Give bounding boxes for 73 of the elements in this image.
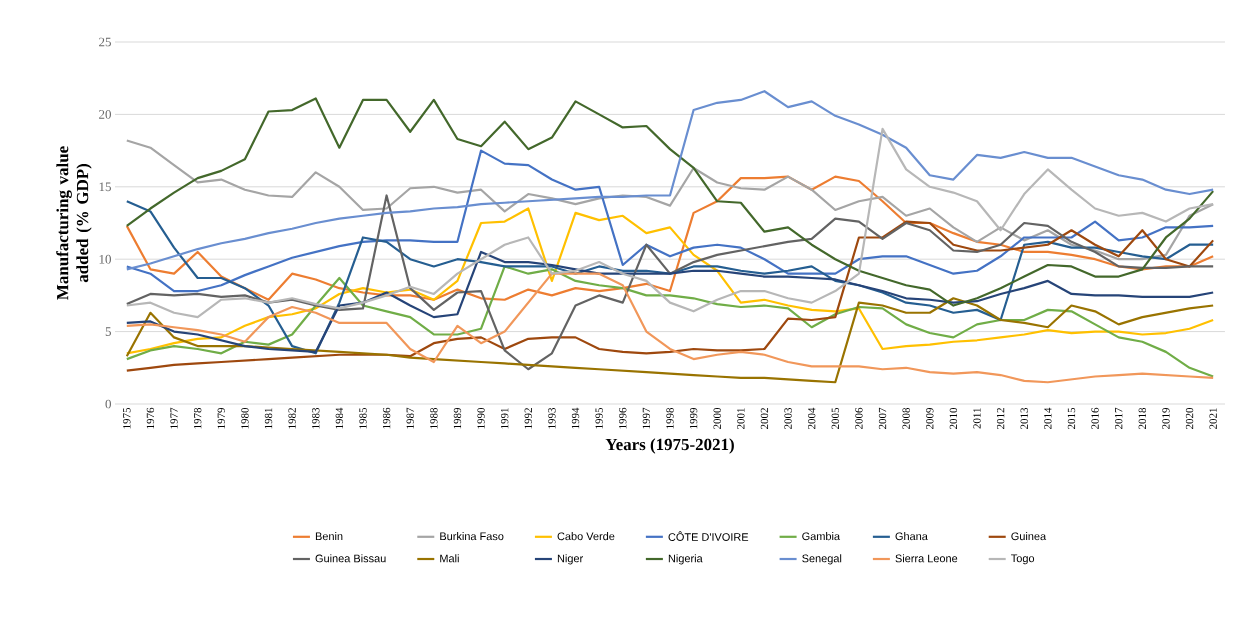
x-tick-label: 1998 [666, 407, 674, 429]
line-series [125, 97, 1215, 307]
x-tick-label: 1983 [312, 407, 320, 429]
x-tick-label: 2019 [1162, 407, 1170, 429]
x-tick-label: 1993 [548, 407, 556, 429]
x-tick-label: 1976 [146, 407, 155, 429]
x-tick-label: 1985 [359, 407, 367, 429]
x-tick-label: 2011 [973, 408, 981, 429]
x-tick-label: 2014 [1044, 407, 1052, 429]
x-tick-label: 2009 [926, 407, 934, 429]
x-tick-label: 1989 [453, 407, 462, 429]
x-tick-label: 1984 [335, 407, 344, 429]
x-tick-label: 1979 [217, 407, 225, 429]
x-tick-label: 2018 [1138, 407, 1147, 429]
legend-label: Senegal [802, 554, 842, 565]
x-tick-label: 2010 [949, 407, 958, 429]
x-tick-label: 2004 [807, 407, 816, 429]
x-tick-label: 1995 [595, 407, 603, 429]
y-tick-label: 15 [99, 182, 111, 192]
x-tick-label: 1978 [193, 407, 202, 429]
x-tick-label: 2008 [902, 407, 910, 429]
legend-label: Sierra Leone [895, 554, 958, 563]
legend-label: Cabo Verde [557, 532, 615, 541]
x-tick-label: 1975 [123, 407, 131, 429]
x-tick-label: 1981 [264, 408, 273, 429]
y-tick-label: 10 [99, 254, 111, 264]
x-tick-label: 2003 [784, 407, 792, 429]
line-series [125, 175, 1215, 301]
x-tick-label: 1990 [477, 407, 485, 429]
legend-label: Ghana [895, 532, 928, 541]
x-axis-title: Years (1975-2021) [605, 438, 734, 454]
x-tick-label: 1986 [382, 407, 391, 429]
x-tick-label: 2006 [855, 407, 863, 429]
x-tick-label: 2020 [1185, 407, 1194, 429]
legend-label: Benin [315, 532, 343, 541]
y-tick-label: 20 [99, 110, 111, 119]
x-tick-label: 1992 [524, 408, 532, 429]
legend-label: Niger [557, 554, 584, 565]
line-series [125, 127, 1215, 319]
x-tick-label: 1991 [500, 408, 509, 429]
x-tick-label: 1994 [571, 407, 580, 429]
x-tick-label: 2001 [737, 408, 745, 429]
x-tick-label: 2012 [996, 408, 1005, 429]
x-tick-label: 1980 [241, 407, 249, 429]
legend-label: Guinea Bissau [315, 554, 386, 563]
x-tick-label: 2017 [1115, 407, 1123, 429]
x-tick-label: 1982 [288, 408, 296, 429]
legend-label: CÔTE D'IVOIRE [668, 531, 749, 541]
x-tick-label: 1977 [170, 407, 178, 429]
x-tick-label: 2015 [1067, 407, 1076, 429]
legend-label: Guinea [1011, 532, 1047, 541]
x-tick-label: 2002 [760, 408, 769, 429]
y-tick-label: 25 [99, 37, 111, 47]
legend-label: Nigeria [668, 554, 703, 565]
x-tick-label: 2016 [1091, 407, 1099, 429]
x-tick-label: 2013 [1020, 407, 1028, 429]
x-tick-label: 1996 [619, 407, 627, 429]
y-tick-label: 5 [105, 327, 111, 336]
x-tick-label: 2021 [1209, 408, 1217, 429]
x-tick-label: 1987 [406, 407, 414, 429]
y-axis-title: Manufacturing value added (% GDP) [56, 146, 92, 300]
legend-label: Togo [1011, 554, 1035, 565]
x-tick-label: 2007 [878, 407, 887, 429]
x-tick-label: 1997 [642, 407, 651, 429]
y-tick-label: 0 [105, 399, 111, 409]
legend-label: Mali [440, 554, 459, 563]
legend-label: Burkina Faso [440, 532, 504, 541]
x-tick-label: 1999 [689, 407, 698, 429]
x-tick-label: 2005 [831, 407, 839, 429]
x-tick-label: 2000 [713, 407, 721, 429]
legend-label: Gambia [802, 532, 841, 541]
x-tick-label: 1988 [430, 407, 438, 429]
line-series [125, 139, 1215, 261]
